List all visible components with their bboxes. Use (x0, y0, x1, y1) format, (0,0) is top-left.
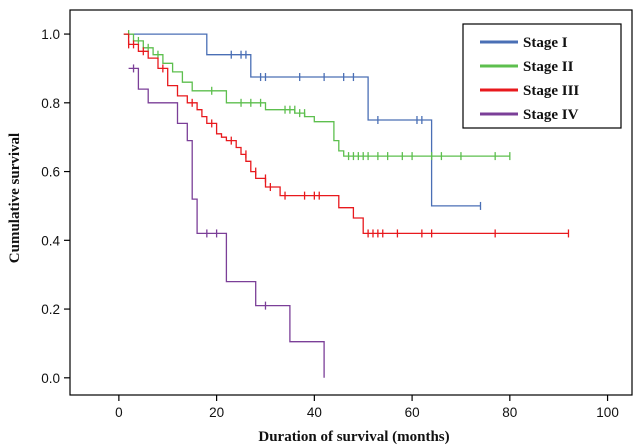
x-tick-label: 80 (502, 405, 517, 420)
legend-label-stage-i: Stage I (523, 35, 568, 51)
y-tick-label: 0.4 (41, 233, 60, 248)
survival-curve-stage-iv (128, 67, 325, 378)
x-tick-label: 0 (115, 405, 123, 420)
survival-curve-stage-ii (123, 33, 510, 157)
plot-frame (69, 9, 633, 396)
series-stage-i (123, 33, 482, 210)
y-tick-label: 0.2 (41, 302, 60, 317)
x-axis: 0 20 40 60 80 100 (115, 395, 619, 420)
x-tick-label: 40 (307, 405, 322, 420)
legend: Stage I Stage II Stage III Stage IV (462, 23, 622, 129)
x-tick-label: 100 (596, 405, 619, 420)
y-tick-label: 0.6 (41, 165, 60, 180)
series-layer (123, 30, 570, 378)
y-axis: 0.0 0.2 0.4 0.6 0.8 1.0 (41, 27, 70, 386)
x-tick-label: 60 (405, 405, 420, 420)
survival-curve-stage-iii (123, 33, 569, 235)
y-tick-label: 0.8 (41, 96, 60, 111)
y-tick-label: 0.0 (41, 371, 60, 386)
legend-label-stage-iii: Stage III (523, 83, 579, 99)
y-axis-title: Cumulative survival (7, 133, 23, 263)
series-stage-ii (123, 30, 511, 161)
series-stage-iii (123, 33, 570, 238)
y-tick-label: 1.0 (41, 27, 60, 42)
series-stage-iv (128, 64, 325, 378)
x-axis-title: Duration of survival (months) (258, 429, 449, 445)
x-tick-label: 20 (209, 405, 224, 420)
survival-curve-stage-i (123, 33, 481, 207)
legend-items: Stage I Stage II Stage III Stage IV (480, 35, 579, 123)
legend-label-stage-iv: Stage IV (523, 107, 579, 123)
legend-label-stage-ii: Stage II (523, 59, 574, 75)
